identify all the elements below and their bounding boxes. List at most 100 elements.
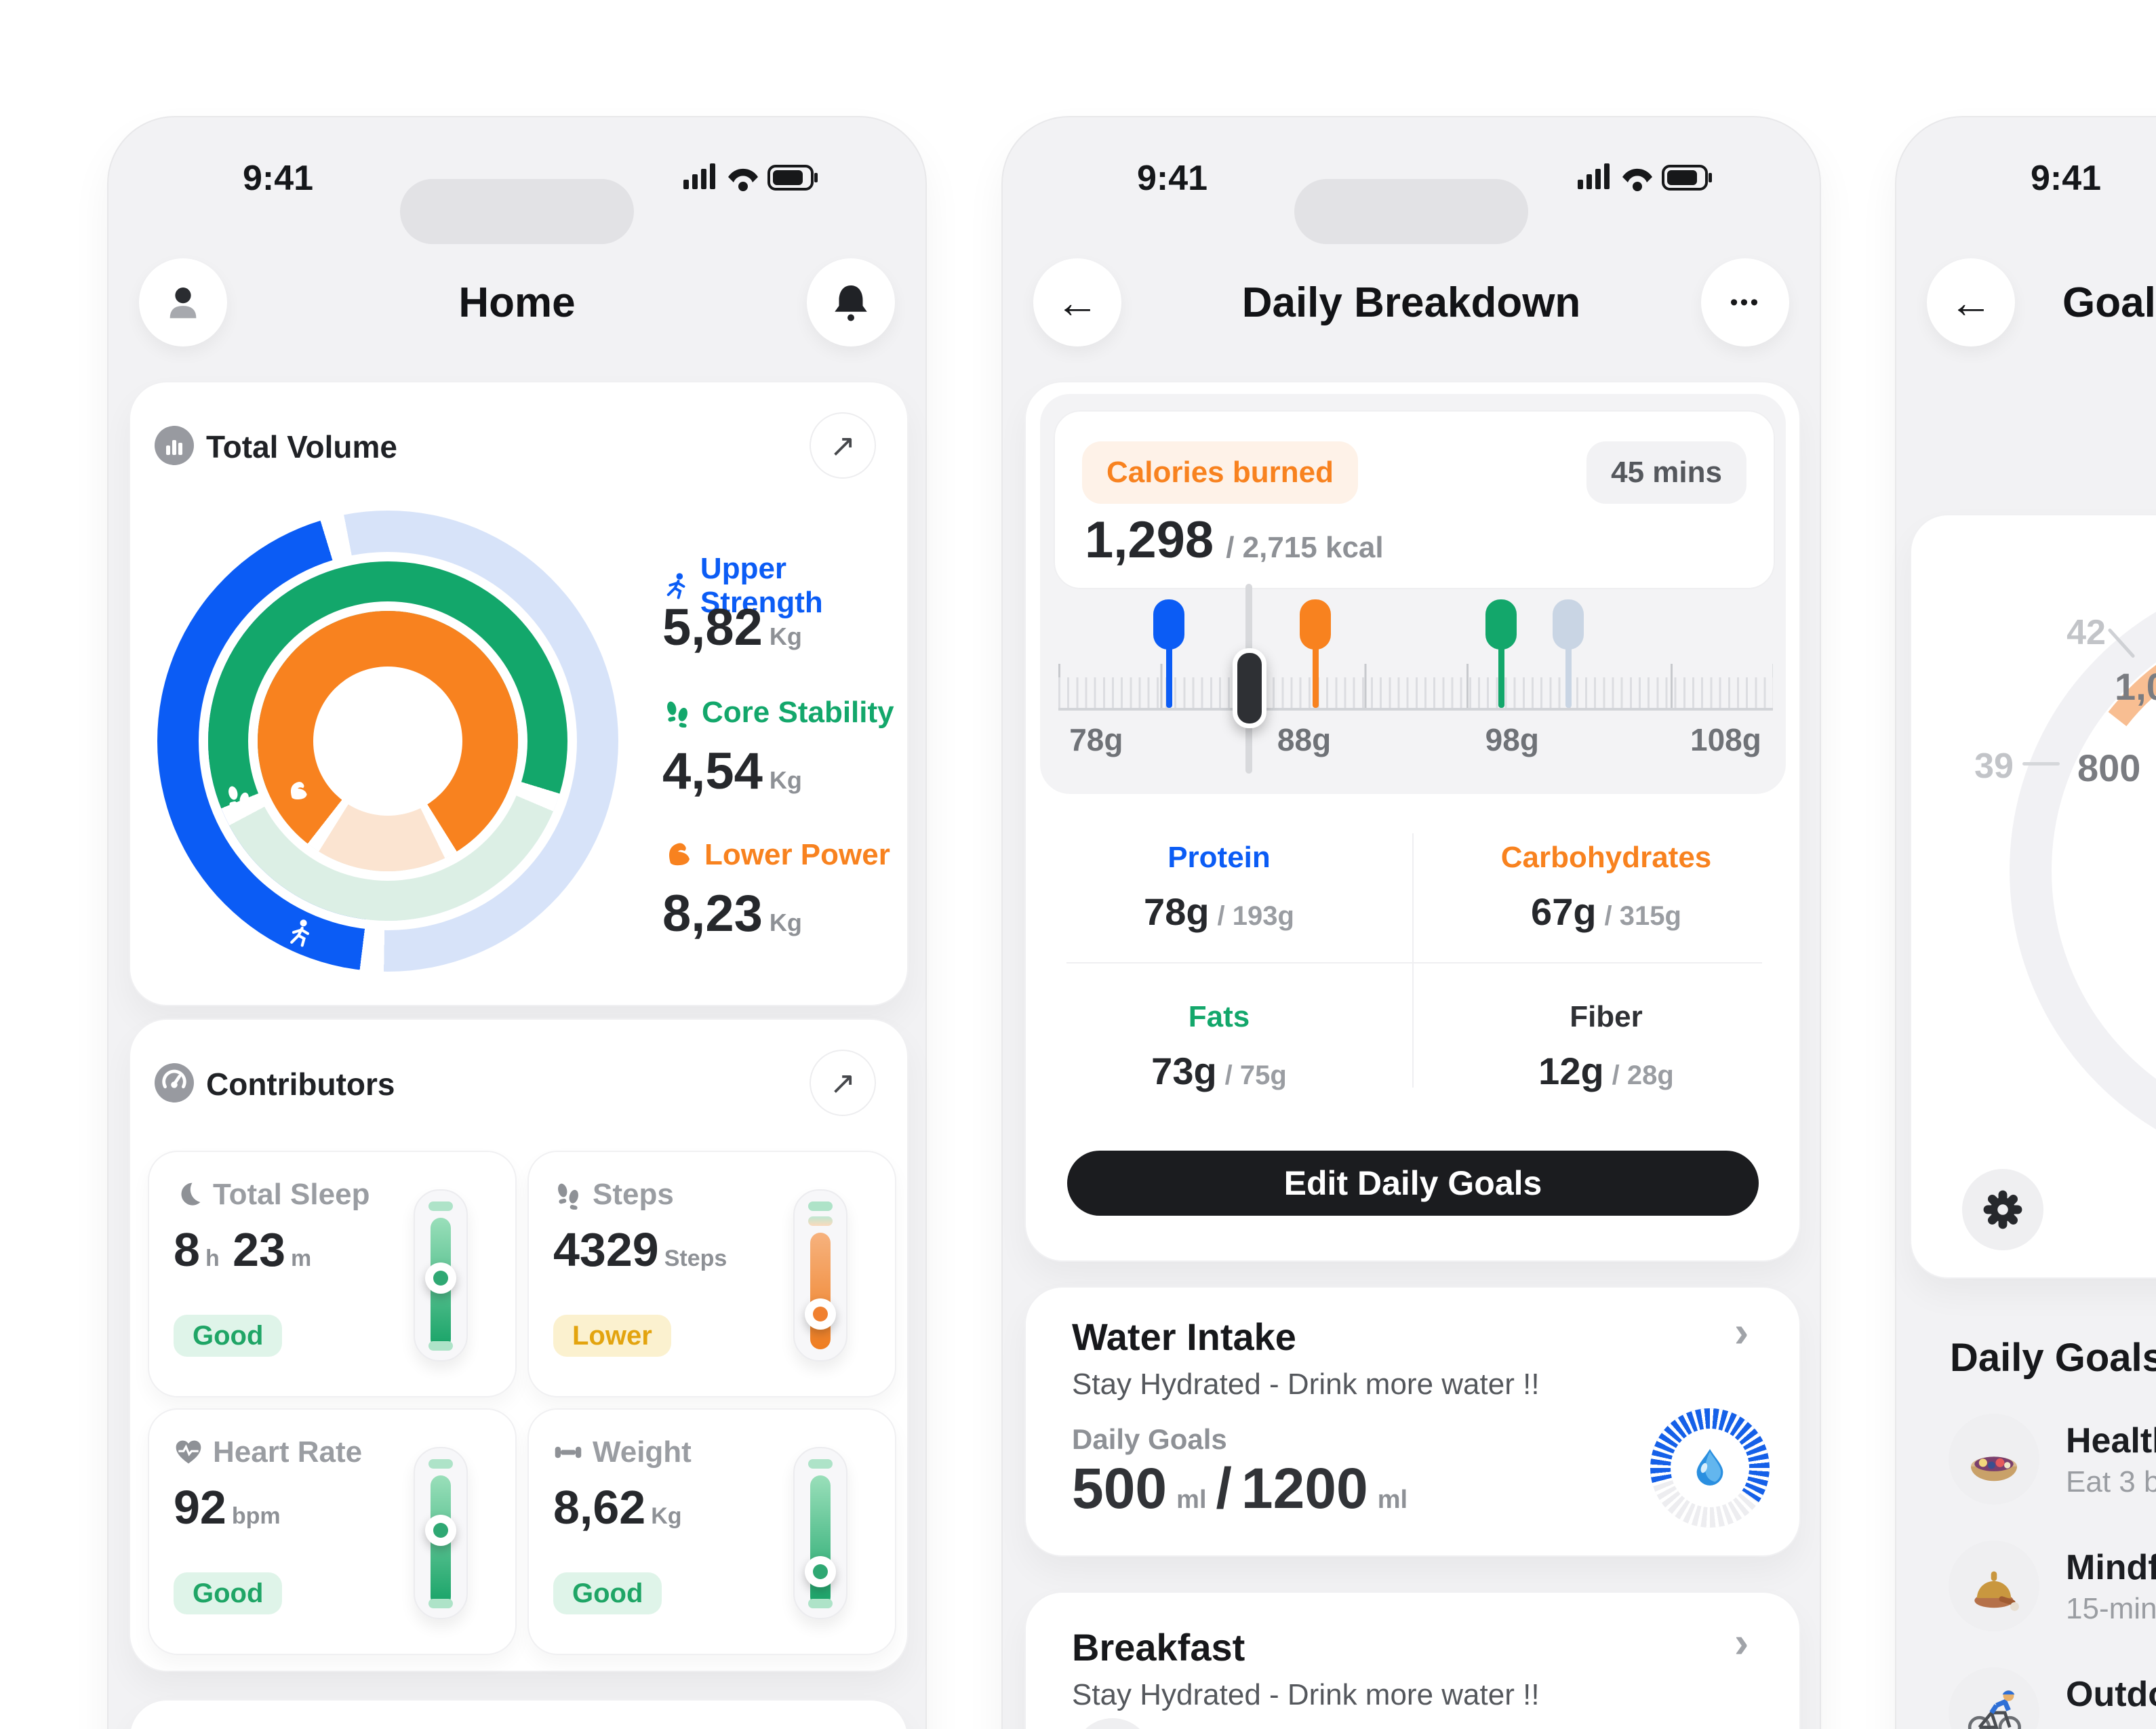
- macro-ruler: [1058, 664, 1773, 711]
- status-badge: Good: [174, 1572, 283, 1614]
- divider: [1066, 962, 1762, 963]
- daily-goals-label: Daily Goals: [1072, 1423, 1227, 1455]
- back-button[interactable]: ←: [1927, 258, 2015, 346]
- dumbbell-icon: [555, 1446, 582, 1458]
- macro-carbs-value: 67g/ 315g: [1531, 890, 1681, 933]
- total-volume-card: Total Volume ↗ Upper Strength 5,82 Kg: [129, 381, 909, 1006]
- back-arrow-icon: ←: [1949, 278, 1993, 327]
- steps-value: 4329 Steps: [553, 1223, 727, 1276]
- arrow-up-right-icon: ↗: [829, 1065, 856, 1100]
- sleep-slider[interactable]: [414, 1189, 468, 1362]
- dynamic-island: [400, 179, 634, 244]
- edit-daily-goals-button[interactable]: Edit Daily Goals: [1067, 1151, 1759, 1216]
- goal-progress-gauge: [2010, 612, 2156, 1130]
- heart-pulse-icon: [175, 1439, 202, 1465]
- cyclist-icon: [1965, 1684, 2023, 1729]
- goal-item-avatar: [1949, 1541, 2039, 1631]
- duration-badge: 45 mins: [1586, 441, 1746, 504]
- goal-item-avatar: [1949, 1667, 2039, 1729]
- gear-icon: [1983, 1190, 2022, 1229]
- profile-button[interactable]: [139, 258, 227, 346]
- status-badge: Good: [174, 1315, 283, 1357]
- weight-tile: Weight 8,62 Kg Good: [527, 1408, 896, 1655]
- legend-upper-strength-value: 5,82 Kg: [662, 599, 802, 656]
- phone-daily-breakdown: 9:41 ← Daily Breakdown ••• Calories burn…: [1001, 116, 1821, 1729]
- heart-rate-slider[interactable]: [414, 1447, 468, 1619]
- expand-total-volume-button[interactable]: ↗: [810, 412, 876, 479]
- breakfast-subtitle: Stay Hydrated - Drink more water !!: [1072, 1678, 1540, 1711]
- breakfast-title: Breakfast: [1072, 1626, 1245, 1669]
- footsteps-icon: [557, 1183, 580, 1210]
- macro-fats-value: 73g/ 75g: [1151, 1050, 1287, 1092]
- legend-upper-strength: Upper Strength: [662, 552, 907, 620]
- slider-handle[interactable]: [805, 1556, 836, 1587]
- expand-contributors-button[interactable]: ↗: [810, 1050, 876, 1116]
- chevron-right-icon[interactable]: ›: [1734, 1618, 1749, 1667]
- goal-item-avatar: [1949, 1414, 2039, 1505]
- status-time: 9:41: [2030, 159, 2102, 198]
- breakfast-card[interactable]: Breakfast › Stay Hydrated - Drink more w…: [1024, 1591, 1801, 1729]
- page-title: Daily Breakdown: [1241, 279, 1581, 326]
- divider: [1412, 833, 1414, 1088]
- legend-lower-power: Lower Power: [662, 838, 890, 872]
- water-intake-title: Water Intake: [1072, 1315, 1296, 1358]
- water-progress-gauge: [1650, 1408, 1770, 1528]
- status-time: 9:41: [1136, 159, 1208, 198]
- gauge-value-label: 1,000: [2115, 665, 2156, 708]
- calories-burned-badge: Calories burned: [1082, 441, 1358, 504]
- runner-icon: [285, 918, 315, 948]
- calories-value: 1,298 / 2,715 kcal: [1085, 511, 1384, 569]
- slider-handle[interactable]: [805, 1298, 836, 1330]
- status-icons: [683, 162, 819, 193]
- gauge-outer-label: 42: [2067, 613, 2106, 652]
- legend-lower-power-value: 8,23 Kg: [662, 885, 802, 942]
- weight-value: 8,62 Kg: [553, 1481, 682, 1534]
- calories-panel: Calories burned 45 mins 1,298 / 2,715 kc…: [1040, 394, 1786, 794]
- goal-item-title[interactable]: Mindfu: [2066, 1548, 2156, 1587]
- goal-item-title[interactable]: Outdoo: [2066, 1675, 2156, 1714]
- bar-chart-icon: [155, 426, 194, 465]
- macro-fiber-value: 12g/ 28g: [1538, 1050, 1674, 1092]
- back-arrow-icon: ←: [1056, 278, 1099, 327]
- moon-icon: [181, 1183, 201, 1206]
- legend-core-stability: Core Stability: [662, 696, 894, 730]
- water-intake-card[interactable]: Water Intake › Stay Hydrated - Drink mor…: [1024, 1286, 1801, 1557]
- ellipsis-icon: •••: [1730, 289, 1761, 315]
- speedometer-icon: [155, 1063, 194, 1102]
- dynamic-island: [1294, 179, 1528, 244]
- runner-icon: [666, 572, 685, 599]
- weight-slider[interactable]: [793, 1447, 847, 1619]
- total-volume-donut-chart: [157, 511, 618, 972]
- next-card-peek: [129, 1699, 909, 1729]
- gauge-outer-label: 39: [1974, 747, 2014, 786]
- biceps-icon: [669, 843, 690, 866]
- chevron-right-icon[interactable]: ›: [1734, 1307, 1749, 1356]
- notifications-button[interactable]: [807, 258, 895, 346]
- steps-slider[interactable]: [793, 1189, 847, 1362]
- breakfast-item-avatar: [1073, 1718, 1152, 1729]
- back-button[interactable]: ←: [1033, 258, 1121, 346]
- daily-goals-heading: Daily Goalss: [1950, 1336, 2156, 1380]
- legend-core-stability-value: 4,54 Kg: [662, 742, 802, 800]
- daily-breakdown-card: Calories burned 45 mins 1,298 / 2,715 kc…: [1024, 381, 1801, 1262]
- phone-goal-progress: 9:41 ← Goal P 42 39 1,000 800 Daily Goal…: [1895, 116, 2156, 1729]
- status-icons: [1578, 162, 1713, 193]
- ruler-labels: 78g 88g 98g 108g: [1069, 722, 1761, 757]
- goal-item-title[interactable]: Healthy: [2066, 1421, 2156, 1460]
- arrow-up-right-icon: ↗: [829, 428, 856, 463]
- more-options-button[interactable]: •••: [1701, 258, 1789, 346]
- settings-button[interactable]: [1962, 1169, 2043, 1250]
- water-drop-icon: [1696, 1449, 1723, 1486]
- calories-stat-card: Calories burned 45 mins 1,298 / 2,715 kc…: [1054, 410, 1775, 589]
- goal-gauge-card: 42 39 1,000 800: [1910, 514, 2156, 1279]
- bell-icon: [835, 285, 867, 321]
- gauge-tick: [2022, 762, 2060, 766]
- slider-handle[interactable]: [425, 1263, 456, 1294]
- gauge-value-label: 800: [2077, 747, 2141, 789]
- heart-rate-tile: Heart Rate 92 bpm Good: [148, 1408, 517, 1655]
- macro-fiber-label: Fiber: [1570, 1000, 1643, 1033]
- slider-handle[interactable]: [425, 1515, 456, 1546]
